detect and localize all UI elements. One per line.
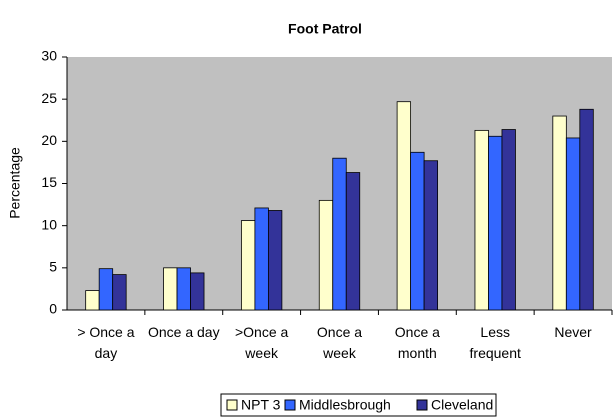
bar [190, 272, 205, 311]
y-tick-label: 15 [41, 174, 57, 190]
legend-label: Middlesbrough [299, 397, 391, 413]
x-tick-label: > Once a day [77, 324, 135, 361]
bar [565, 137, 581, 311]
bar [112, 274, 127, 311]
bar [501, 129, 516, 311]
bar [98, 268, 114, 311]
bar [345, 172, 361, 311]
x-tick-label: Never [554, 324, 592, 340]
bar [332, 157, 347, 311]
bar [267, 210, 283, 311]
bar [240, 220, 256, 311]
x-tick-label: >Once a week [234, 324, 289, 361]
bar [85, 290, 100, 311]
y-tick-label: 20 [41, 132, 57, 148]
x-tick-label: Less frequent [469, 324, 521, 361]
y-tick-label: 10 [41, 216, 57, 232]
x-tick-label: Once a week [316, 324, 363, 361]
bar [579, 108, 594, 311]
bar [163, 267, 178, 311]
y-tick-label: 5 [49, 259, 57, 275]
bar [552, 115, 567, 311]
legend-label: Cleveland [431, 397, 493, 413]
bar [488, 135, 503, 311]
y-tick-label: 0 [49, 301, 57, 317]
legend-swatch [226, 399, 238, 411]
bar [318, 199, 334, 311]
x-tick-label: Once a day [147, 324, 220, 340]
bar [176, 267, 191, 311]
bar [396, 101, 412, 311]
bar [423, 160, 439, 311]
legend-swatch [284, 399, 296, 411]
legend-swatch [416, 399, 428, 411]
bar [254, 207, 269, 311]
legend-label: NPT 3 [241, 397, 281, 413]
y-axis-label: Percentage [7, 147, 23, 219]
x-tick-label: Once a month [394, 324, 440, 361]
y-tick-label: 30 [41, 48, 57, 64]
bar [474, 129, 489, 311]
bar [410, 151, 425, 311]
y-tick-label: 25 [41, 90, 57, 106]
chart-title: Foot Patrol [288, 21, 362, 37]
